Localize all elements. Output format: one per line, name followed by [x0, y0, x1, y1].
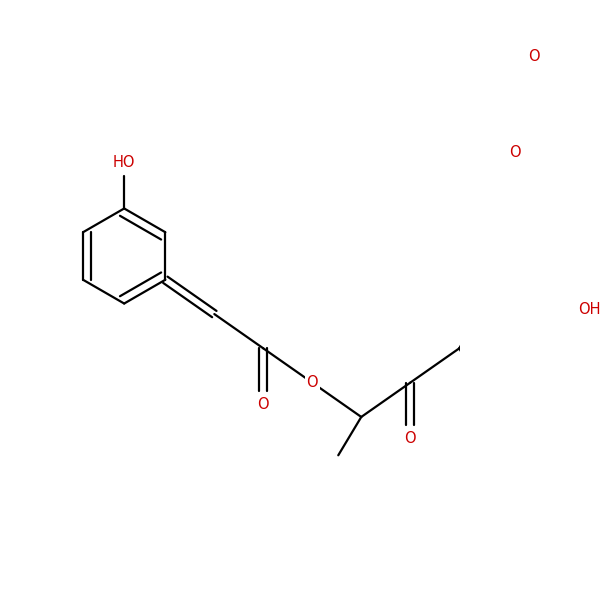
- Text: O: O: [528, 49, 540, 64]
- Text: O: O: [307, 375, 318, 390]
- Text: HO: HO: [113, 155, 136, 170]
- Text: OH: OH: [578, 302, 600, 317]
- Text: O: O: [257, 397, 269, 412]
- Text: O: O: [404, 431, 416, 446]
- Text: O: O: [509, 145, 521, 160]
